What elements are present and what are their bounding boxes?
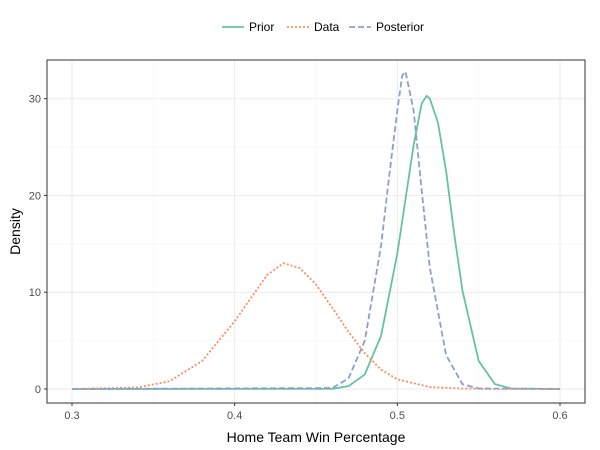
legend-label-data: Data (314, 20, 340, 34)
x-tick-label: 0.3 (64, 410, 79, 422)
y-axis-title: Density (7, 208, 23, 255)
legend-label-prior: Prior (249, 20, 274, 34)
x-tick-label: 0.5 (390, 410, 405, 422)
legend: Prior Data Posterior (222, 20, 424, 34)
x-tick-label: 0.6 (552, 410, 567, 422)
x-axis-title: Home Team Win Percentage (227, 429, 406, 445)
x-tick-label: 0.4 (227, 410, 242, 422)
series-layer (71, 70, 561, 390)
grid-minor (47, 60, 585, 403)
y-tick-label: 20 (29, 190, 41, 202)
series-line-data (71, 262, 560, 390)
y-tick-label: 10 (29, 287, 41, 299)
panel-border (46, 59, 586, 404)
legend-label-posterior: Posterior (376, 20, 424, 34)
y-tick-label: 30 (29, 94, 41, 106)
x-axis-ticks: 0.3 0.4 0.5 0.6 (64, 403, 568, 422)
y-tick-label: 0 (35, 384, 41, 396)
y-axis-ticks: 0 10 20 30 (29, 94, 47, 396)
series-line-posterior (71, 70, 561, 390)
series-line-prior (71, 94, 561, 390)
